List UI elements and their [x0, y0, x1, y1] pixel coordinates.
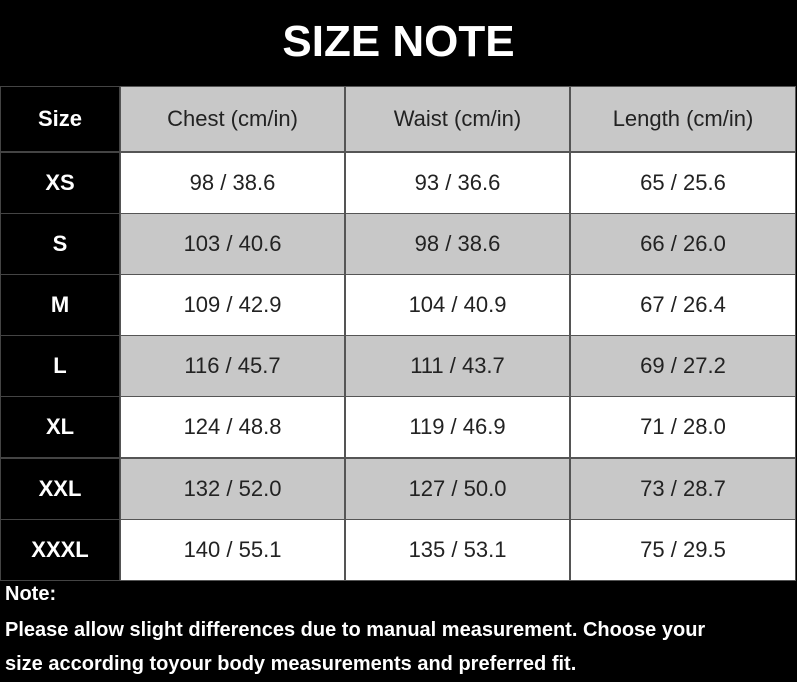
note-line: Please allow slight differences due to m…: [5, 619, 706, 641]
table-cell: 73 / 28.7: [570, 457, 796, 520]
size-label: L: [0, 335, 120, 398]
table-cell: 109 / 42.9: [120, 274, 345, 337]
note-line: size according toyour body measurements …: [5, 653, 577, 675]
table-cell: 140 / 55.1: [120, 518, 345, 581]
size-label: XXXL: [0, 518, 120, 581]
size-label: M: [0, 274, 120, 337]
size-label: XS: [0, 152, 120, 215]
header-cell: Length (cm/in): [570, 86, 796, 152]
table-cell: 66 / 26.0: [570, 213, 796, 276]
size-label: S: [0, 213, 120, 276]
table-cell: 132 / 52.0: [120, 457, 345, 520]
note-heading: Note:: [5, 583, 57, 605]
table-cell: 116 / 45.7: [120, 335, 345, 398]
size-label: XXL: [0, 457, 120, 520]
table-cell: 65 / 25.6: [570, 152, 796, 215]
table-cell: 67 / 26.4: [570, 274, 796, 337]
table-cell: 119 / 46.9: [345, 396, 570, 459]
table-cell: 135 / 53.1: [345, 518, 570, 581]
table-cell: 69 / 27.2: [570, 335, 796, 398]
table-cell: 98 / 38.6: [345, 213, 570, 276]
header-cell: Waist (cm/in): [345, 86, 570, 152]
table-cell: 111 / 43.7: [345, 335, 570, 398]
table-cell: 93 / 36.6: [345, 152, 570, 215]
table-cell: 124 / 48.8: [120, 396, 345, 459]
table-cell: 127 / 50.0: [345, 457, 570, 520]
table-cell: 103 / 40.6: [120, 213, 345, 276]
table-cell: 98 / 38.6: [120, 152, 345, 215]
table-cell: 75 / 29.5: [570, 518, 796, 581]
table-cell: 71 / 28.0: [570, 396, 796, 459]
table-cell: 104 / 40.9: [345, 274, 570, 337]
size-label: XL: [0, 396, 120, 459]
header-cell: Chest (cm/in): [120, 86, 345, 152]
title: SIZE NOTE: [282, 17, 515, 66]
header-cell: Size: [0, 86, 120, 152]
